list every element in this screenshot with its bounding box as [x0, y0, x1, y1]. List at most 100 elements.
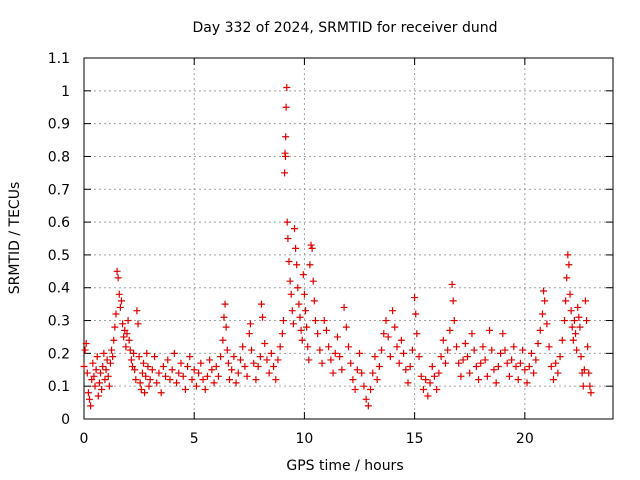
data-point — [417, 372, 425, 380]
data-point — [292, 244, 300, 252]
data-point — [296, 313, 304, 321]
data-point — [148, 366, 156, 374]
data-point — [567, 307, 575, 315]
data-point — [295, 300, 303, 308]
data-point — [573, 346, 581, 354]
data-point — [497, 349, 505, 357]
data-point — [142, 372, 150, 380]
data-point — [581, 297, 589, 305]
data-point — [577, 353, 585, 361]
data-point — [353, 366, 361, 374]
data-point — [587, 389, 595, 397]
data-point — [98, 385, 106, 393]
data-point — [527, 349, 535, 357]
data-point — [477, 359, 485, 367]
data-point — [115, 290, 123, 298]
data-point — [503, 359, 511, 367]
data-point — [111, 323, 119, 331]
y-tick-label: 0.1 — [48, 379, 70, 395]
data-point — [470, 346, 478, 354]
data-point — [279, 317, 287, 325]
data-point — [206, 356, 214, 364]
data-point — [362, 395, 370, 403]
data-point — [562, 297, 570, 305]
data-point — [307, 241, 315, 249]
data-point — [384, 333, 392, 341]
data-point — [130, 349, 138, 357]
data-point — [512, 362, 520, 370]
data-point — [146, 376, 154, 384]
data-point — [444, 346, 452, 354]
data-point — [282, 133, 290, 141]
data-point — [166, 376, 174, 384]
data-point — [556, 353, 564, 361]
data-point — [303, 323, 311, 331]
data-point — [199, 376, 207, 384]
data-point — [364, 402, 372, 410]
data-point — [570, 317, 578, 325]
data-point — [479, 343, 487, 351]
data-point — [261, 340, 269, 348]
data-point — [306, 261, 314, 269]
data-point — [286, 277, 294, 285]
data-point — [475, 376, 483, 384]
data-point — [283, 218, 291, 226]
data-point — [565, 261, 573, 269]
data-point — [481, 356, 489, 364]
data-point — [144, 362, 152, 370]
data-point — [94, 392, 102, 400]
data-point — [483, 372, 491, 380]
data-point — [322, 326, 330, 334]
data-point — [290, 225, 298, 233]
data-point — [547, 362, 555, 370]
data-point — [461, 340, 469, 348]
data-point — [534, 340, 542, 348]
data-point — [100, 349, 108, 357]
data-point — [197, 359, 205, 367]
data-point — [294, 284, 302, 292]
data-point — [188, 376, 196, 384]
data-point — [122, 343, 130, 351]
y-tick-label: 0.7 — [48, 182, 70, 198]
data-point — [168, 366, 176, 374]
data-point — [510, 343, 518, 351]
data-point — [177, 359, 185, 367]
data-point — [450, 317, 458, 325]
data-point — [360, 382, 368, 390]
data-point — [545, 343, 553, 351]
data-point — [300, 290, 308, 298]
data-point — [265, 369, 273, 377]
data-point — [574, 303, 582, 311]
data-point — [575, 313, 583, 321]
data-point — [254, 362, 262, 370]
data-point — [136, 379, 144, 387]
data-point — [223, 346, 231, 354]
data-point — [584, 343, 592, 351]
data-point — [138, 369, 146, 377]
data-point — [419, 385, 427, 393]
data-point — [114, 274, 122, 282]
data-point — [586, 382, 594, 390]
data-point — [411, 294, 419, 302]
data-point — [395, 359, 403, 367]
data-point — [402, 366, 410, 374]
data-point — [186, 353, 194, 361]
data-point — [256, 353, 264, 361]
data-point — [310, 297, 318, 305]
data-point — [284, 235, 292, 242]
data-point — [382, 317, 390, 325]
chart-title: Day 332 of 2024, SRMTID for receiver dun… — [193, 20, 498, 36]
data-point — [90, 372, 98, 380]
x-tick-label: 5 — [190, 431, 199, 447]
data-point — [221, 300, 229, 308]
y-tick-label: 1.1 — [48, 51, 70, 67]
data-point — [278, 330, 286, 338]
data-point — [181, 385, 189, 393]
data-point — [566, 290, 574, 298]
data-point — [184, 362, 192, 370]
data-point — [320, 317, 328, 325]
data-point — [224, 359, 232, 367]
data-point — [508, 356, 516, 364]
data-point — [124, 317, 132, 325]
data-point — [380, 330, 388, 338]
